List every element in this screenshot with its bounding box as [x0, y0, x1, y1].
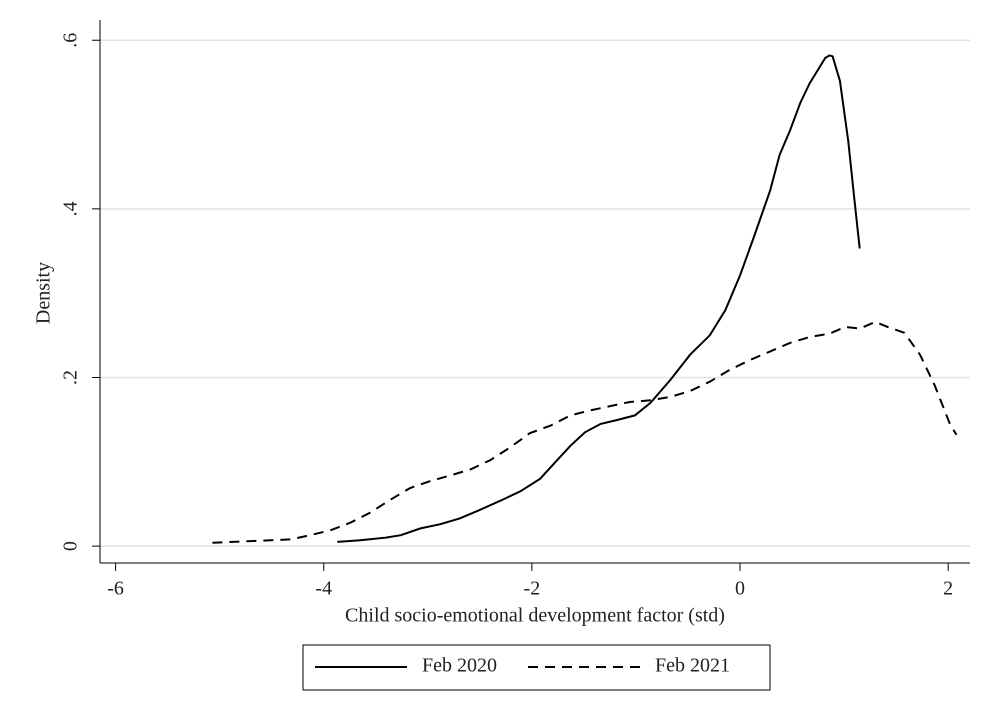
x-axis-title: Child socio-emotional development factor…: [345, 605, 725, 627]
y-axis-title: Density: [33, 262, 55, 324]
density-line: [337, 54, 861, 543]
x-tick-label: -6: [107, 578, 124, 600]
x-tick-label: 0: [735, 578, 745, 600]
legend-box: [302, 644, 771, 691]
y-tick-label: .6: [60, 33, 82, 48]
x-tick-label: -4: [315, 578, 332, 600]
y-tick-label: 0: [60, 541, 82, 551]
density-line: [212, 320, 958, 544]
legend-label: Feb 2020: [422, 655, 497, 677]
y-tick-label: .2: [60, 370, 82, 385]
x-tick-label: -2: [524, 578, 541, 600]
legend-label: Feb 2021: [655, 655, 730, 677]
y-tick-label: .4: [60, 201, 82, 216]
x-tick-label: 2: [943, 578, 953, 600]
